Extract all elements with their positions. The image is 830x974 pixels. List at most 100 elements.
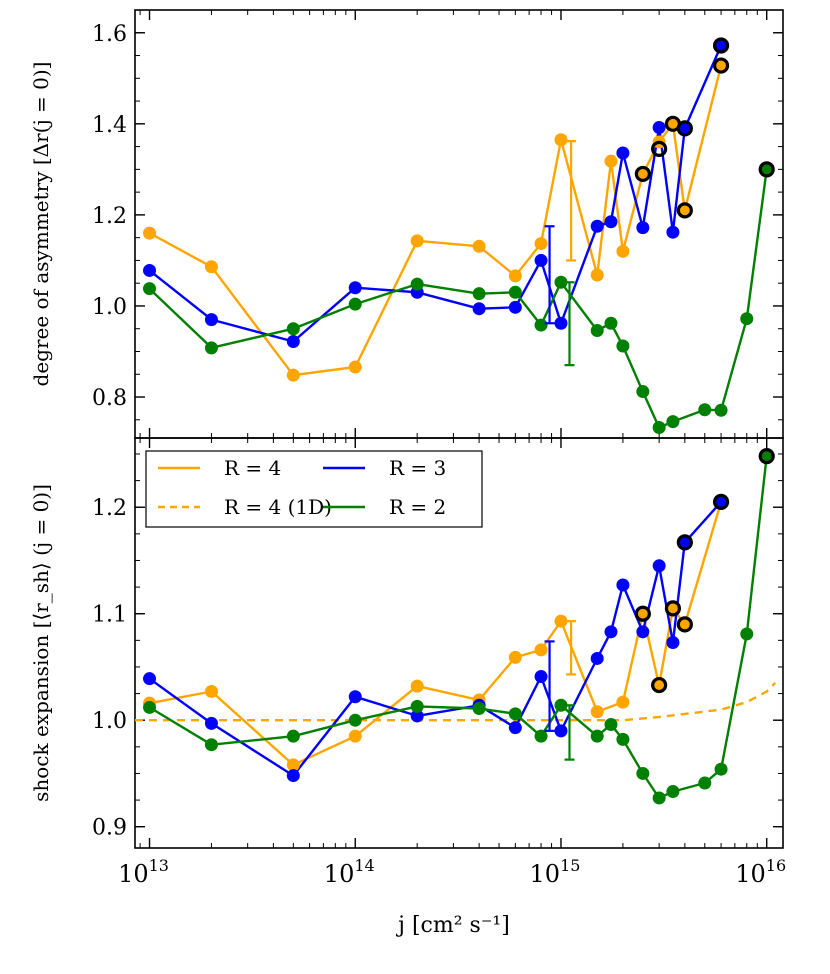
bottom-open-marker — [712, 493, 730, 510]
top-ytick-label: 0.8 — [92, 386, 127, 411]
bottom-open-marker — [676, 534, 693, 551]
top-data-point — [286, 334, 300, 348]
bottom-open-marker — [676, 616, 693, 633]
bottom-panel: 0.9 1.0 1.1 1.2 1013 1014 1015 1016 shock expans… — [29, 437, 786, 938]
bottom-xtick-label: 1013 — [118, 856, 169, 888]
bottom-axes-frame — [134, 437, 784, 849]
bottom-data-point — [652, 791, 666, 805]
bottom-open-marker — [651, 676, 668, 694]
bottom-data-point — [204, 716, 218, 730]
top-data-point — [554, 133, 568, 147]
bottom-data-point — [348, 713, 362, 727]
bottom-data-point — [666, 601, 680, 615]
bottom-data-point — [652, 678, 666, 692]
bottom-data-point — [636, 625, 650, 639]
bottom-data-point — [678, 535, 692, 549]
top-data-point — [714, 59, 728, 73]
bottom-data-point — [616, 695, 630, 709]
bottom-data-point — [678, 617, 692, 631]
bottom-data-point — [143, 672, 157, 686]
top-data-point — [698, 403, 712, 417]
top-data-point — [286, 322, 300, 336]
bottom-data-point — [508, 650, 522, 664]
bottom-data-point — [666, 785, 680, 799]
legend: R = 4 R = 3 R = 4 (1D) R = 2 — [145, 450, 483, 528]
bottom-data-point — [590, 705, 604, 719]
bottom-data-point — [508, 707, 522, 721]
bottom-data-point — [604, 625, 618, 639]
bottom-open-marker — [758, 448, 775, 465]
top-data-point — [348, 281, 362, 295]
top-data-point — [604, 154, 618, 168]
top-data-point — [143, 282, 157, 296]
top-data-point — [143, 263, 157, 277]
bottom-xtick-label: 1016 — [735, 856, 786, 888]
top-data-point — [534, 318, 548, 332]
legend-label: R = 2 — [389, 495, 446, 519]
bottom-data-point — [554, 698, 568, 712]
bottom-data-point — [590, 729, 604, 743]
bottom-data-point — [348, 729, 362, 743]
bottom-data-point — [143, 700, 157, 714]
bottom-data-point — [534, 729, 548, 743]
bottom-data-point — [652, 559, 666, 573]
top-data-point — [740, 312, 754, 326]
bottom-ytick-label: 1.1 — [92, 603, 127, 628]
top-data-point — [204, 313, 218, 327]
top-data-point — [636, 221, 650, 235]
bottom-data-point — [590, 651, 604, 665]
bottom-ylabel: shock expansion [⟨r_sh⟩ (j = 0)] — [29, 484, 53, 802]
top-data-point — [554, 275, 568, 289]
top-data-point — [472, 239, 486, 253]
bottom-xtick-label: 1015 — [530, 856, 581, 888]
bottom-data-point — [616, 732, 630, 746]
bottom-data-point — [348, 690, 362, 704]
bottom-data-point — [714, 495, 728, 509]
legend-label: R = 3 — [389, 456, 446, 480]
top-data-point — [410, 234, 424, 248]
top-data-point — [616, 146, 630, 160]
top-data-point — [508, 285, 522, 299]
top-open-marker — [712, 37, 730, 54]
legend-label: R = 4 — [224, 456, 281, 480]
top-data-point — [616, 244, 630, 258]
bottom-data-point — [604, 717, 618, 731]
top-panel: 0.8 1.0 1.2 1.4 1.6 degree of asymmetry [Δr(j… — [29, 9, 784, 439]
bottom-data-point — [636, 607, 650, 621]
top-data-point — [652, 120, 666, 134]
bottom-ytick-label: 1.0 — [92, 709, 127, 734]
top-data-point — [410, 277, 424, 291]
top-data-point — [760, 162, 774, 176]
top-open-marker — [676, 202, 693, 219]
bottom-data-point — [410, 699, 424, 713]
top-data-point — [472, 287, 486, 301]
bottom-open-marker — [634, 605, 651, 622]
top-ytick-label: 1.0 — [92, 295, 127, 320]
top-data-point — [666, 117, 680, 131]
top-data-point — [652, 421, 666, 435]
top-data-point — [616, 339, 630, 353]
bottom-data-point — [554, 724, 568, 738]
top-open-marker — [634, 165, 651, 183]
legend-box — [145, 450, 483, 528]
bottom-ytick-label: 1.2 — [92, 496, 127, 521]
top-data-point — [508, 300, 522, 314]
top-ytick-label: 1.4 — [92, 113, 127, 138]
x-axis-label: j [cm² s⁻¹] — [395, 913, 510, 938]
top-data-point — [286, 368, 300, 382]
top-data-point — [348, 297, 362, 311]
top-open-marker — [758, 161, 775, 178]
top-data-point — [204, 260, 218, 274]
top-data-point — [348, 360, 362, 374]
top-data-point — [534, 237, 548, 251]
top-data-point — [604, 215, 618, 229]
bottom-data-point — [636, 766, 650, 780]
bottom-data-point — [286, 729, 300, 743]
top-data-point — [714, 403, 728, 417]
top-ylabel: degree of asymmetry [Δr(j = 0)] — [29, 62, 53, 387]
bottom-xtick-label: 1014 — [324, 856, 375, 888]
top-data-point — [534, 253, 548, 267]
bottom-data-point — [698, 776, 712, 790]
bottom-data-point — [740, 627, 754, 641]
